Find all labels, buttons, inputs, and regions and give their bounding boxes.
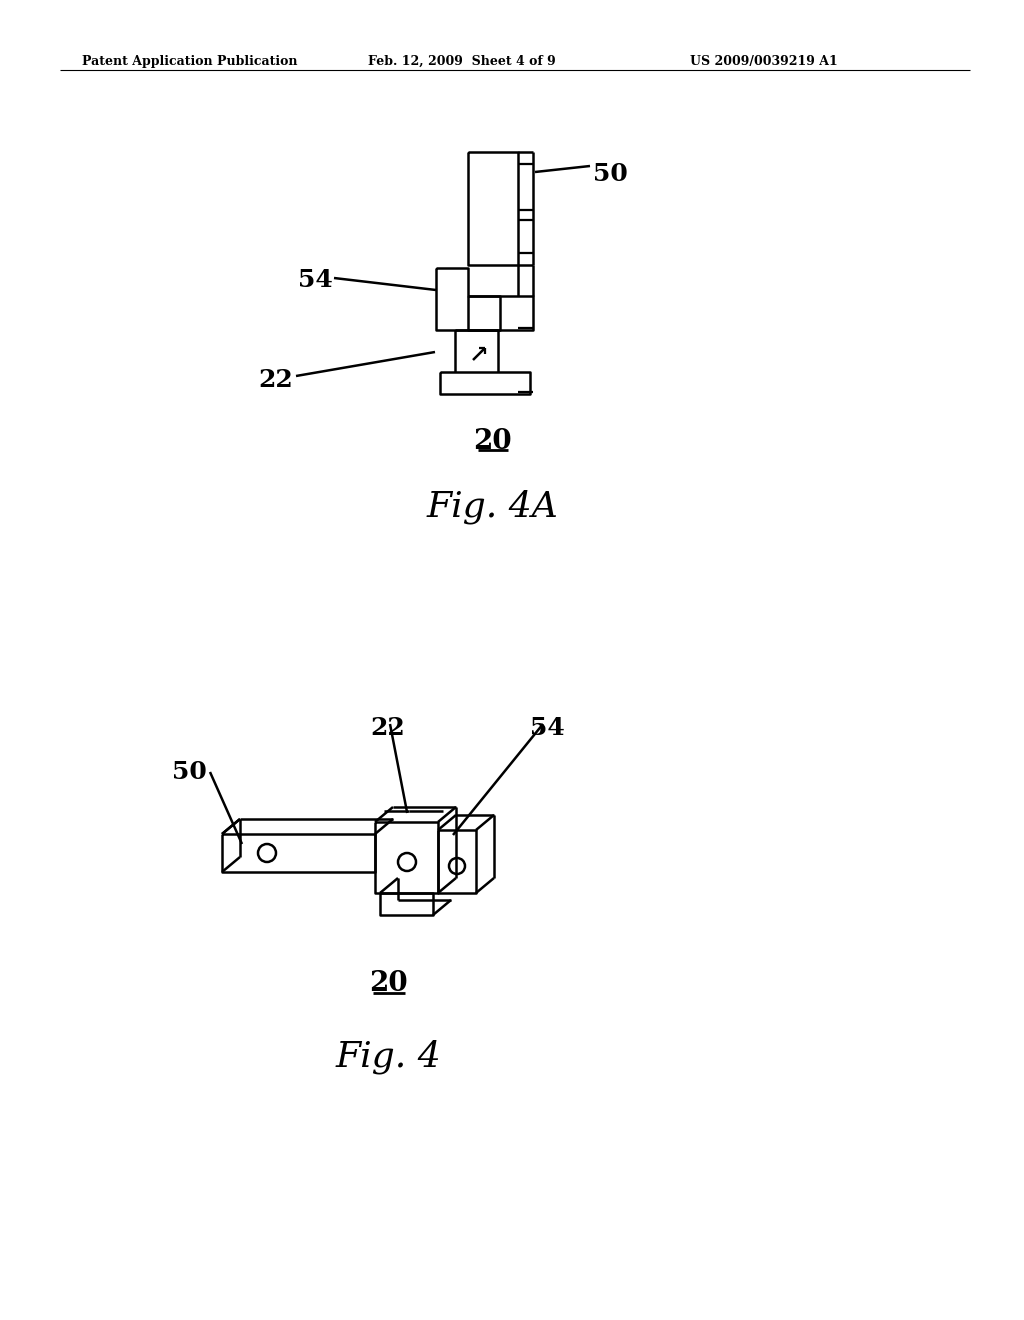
Text: 22: 22 [370, 715, 404, 741]
Text: Fig. 4: Fig. 4 [335, 1040, 441, 1074]
Text: Feb. 12, 2009  Sheet 4 of 9: Feb. 12, 2009 Sheet 4 of 9 [368, 55, 556, 69]
Text: 22: 22 [258, 368, 293, 392]
Text: 50: 50 [172, 760, 207, 784]
Text: 50: 50 [593, 162, 628, 186]
Text: 54: 54 [298, 268, 333, 292]
Text: 20: 20 [369, 970, 408, 997]
Text: Patent Application Publication: Patent Application Publication [82, 55, 298, 69]
Text: Fig. 4A: Fig. 4A [426, 490, 558, 524]
Text: 20: 20 [473, 428, 511, 455]
Text: US 2009/0039219 A1: US 2009/0039219 A1 [690, 55, 838, 69]
Text: 54: 54 [530, 715, 565, 741]
